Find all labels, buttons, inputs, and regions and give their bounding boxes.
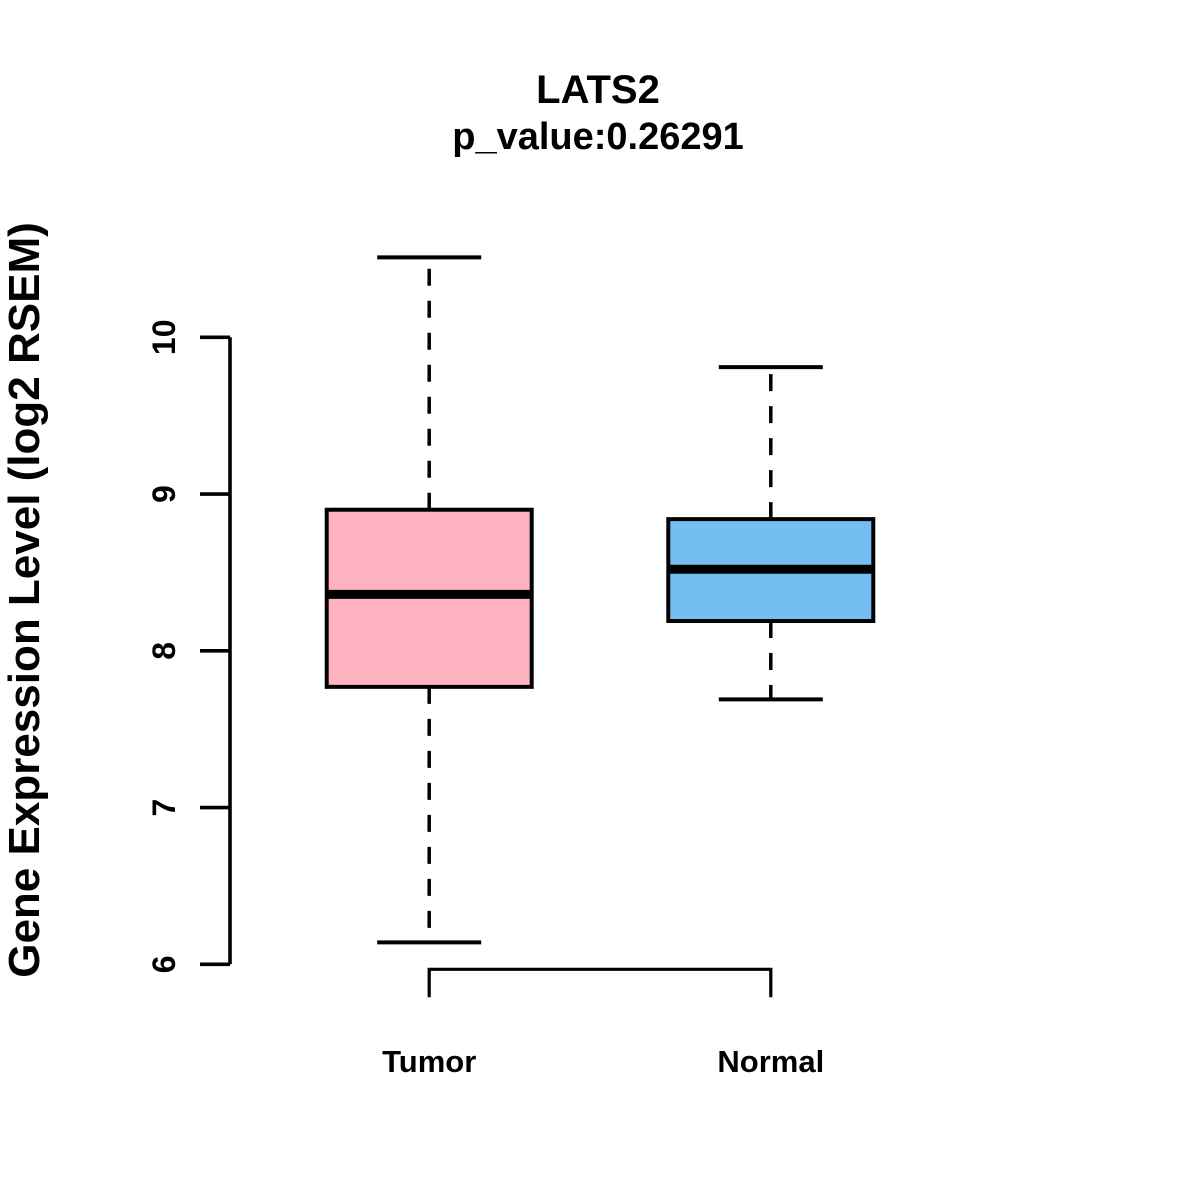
y-tick-label: 7 [146,799,182,817]
y-tick-label: 8 [146,642,182,660]
y-tick-label: 9 [146,485,182,503]
x-category-label-tumor: Tumor [382,1044,476,1079]
x-category-label-normal: Normal [717,1044,824,1079]
y-tick-label: 6 [146,955,182,973]
y-tick-label: 10 [146,320,182,356]
chart-subtitle: p_value:0.26291 [452,116,744,158]
x-axis-bracket [427,967,773,998]
chart-title: LATS2 [536,68,660,112]
